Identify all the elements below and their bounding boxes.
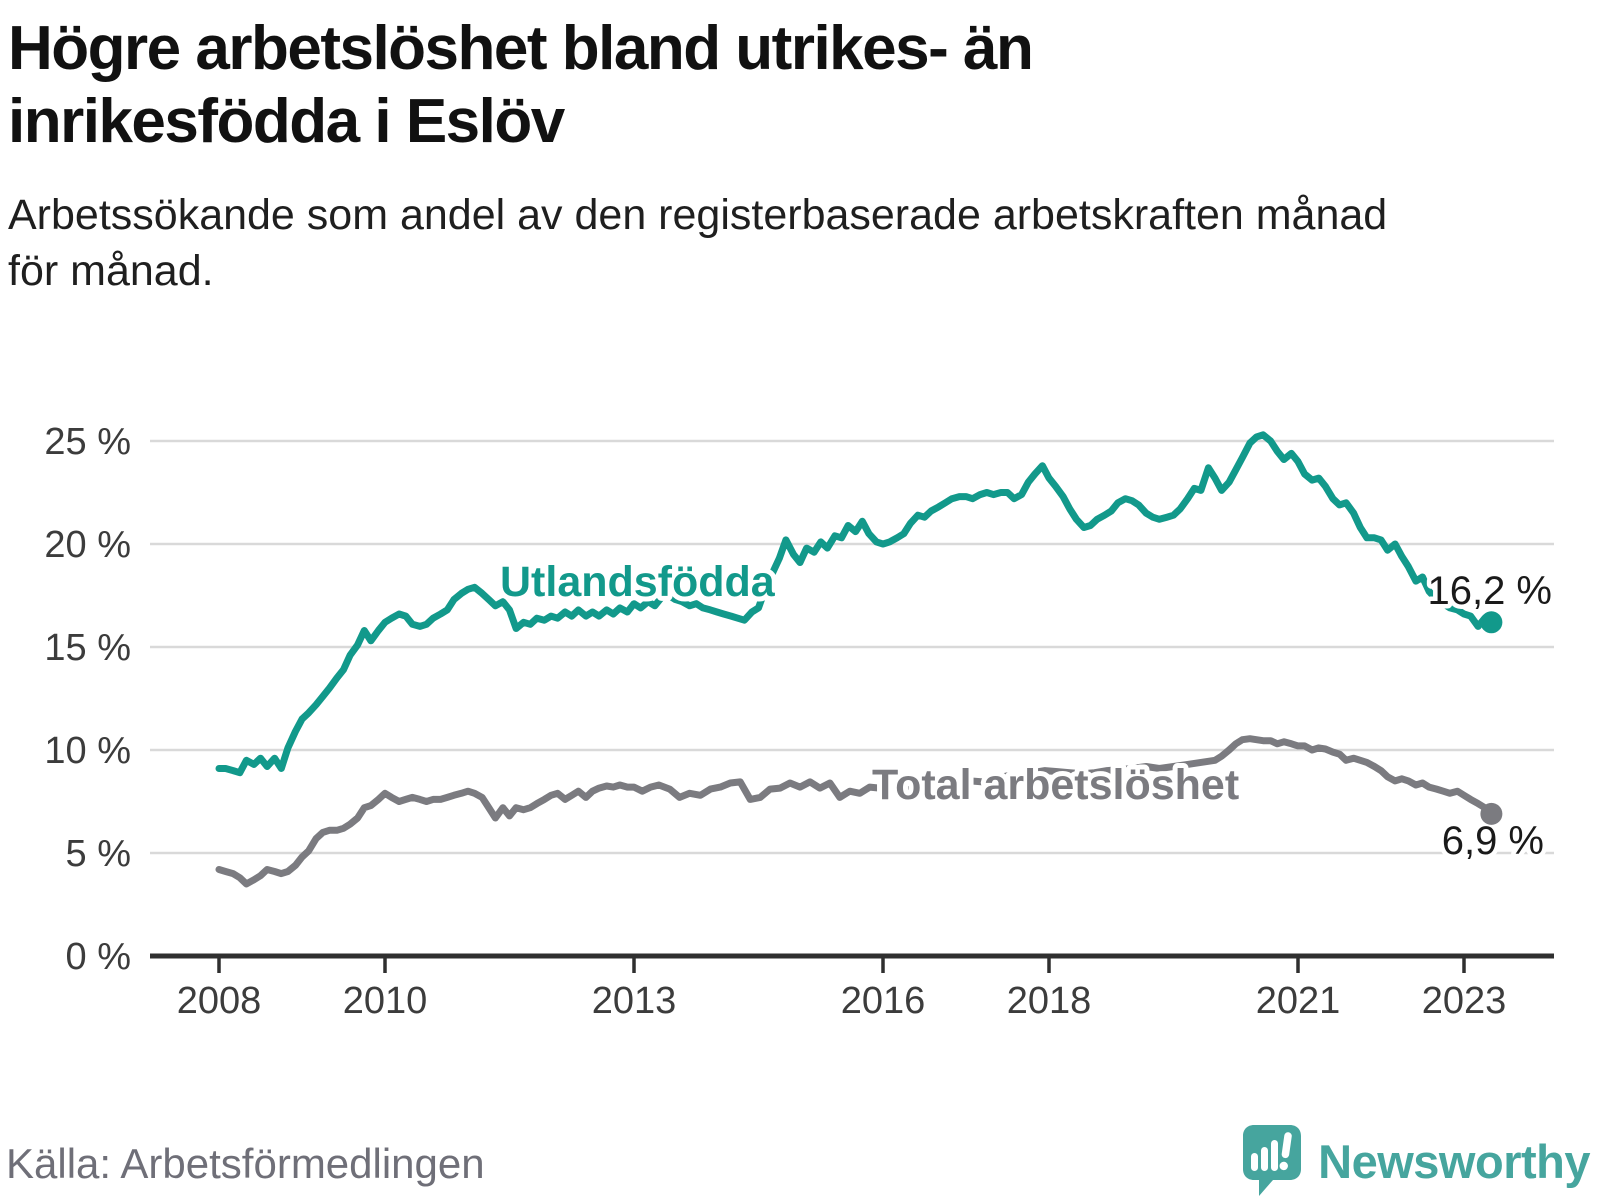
series-line-utlandsfodda <box>215 431 1495 777</box>
logo-wordmark: Newsworthy <box>1318 1134 1590 1188</box>
newsworthy-bubble-icon <box>1243 1125 1302 1196</box>
series-label-utlandsfodda: Utlandsfödda <box>500 558 776 606</box>
x-tick-label: 2018 <box>1007 980 1092 1022</box>
newsworthy-logo: Newsworthy <box>1242 1124 1590 1198</box>
y-tick-label: 25 % <box>44 421 131 463</box>
page-title: Högre arbetslöshet bland utrikes- än inr… <box>8 14 1034 157</box>
x-tick-label: 2021 <box>1256 980 1341 1022</box>
end-value-label-total: 6,9 % <box>1442 819 1544 863</box>
source-note: Källa: Arbetsförmedlingen <box>6 1140 485 1187</box>
y-tick-label: 20 % <box>44 524 131 566</box>
exclamation-icon <box>1279 1132 1292 1171</box>
y-tick-label: 5 % <box>66 833 131 875</box>
end-dot-utlandsfodda <box>1480 611 1503 634</box>
y-tick-label: 15 % <box>44 627 131 669</box>
end-dot-total <box>1480 802 1503 825</box>
y-tick-label: 10 % <box>44 730 131 772</box>
page-subtitle: Arbetssökande som andel av den registerb… <box>8 191 1388 295</box>
series-label-total: Total arbetslöshet <box>872 761 1239 809</box>
x-tick-label: 2023 <box>1422 980 1507 1022</box>
end-value-label-utlandsfodda: 16,2 % <box>1427 569 1552 613</box>
x-tick-label: 2008 <box>177 980 262 1022</box>
x-tick-label: 2013 <box>592 980 677 1022</box>
unemployment-line-chart: 0 % 5 % 10 % 15 % 20 % 25 % 2008 2010 2013 2016 20… <box>44 421 1554 1022</box>
series-line-total <box>215 735 1495 888</box>
y-tick-label: 0 % <box>66 936 131 978</box>
x-tick-label: 2010 <box>343 980 428 1022</box>
x-tick-label: 2016 <box>841 980 926 1022</box>
chart-bars-icon <box>1251 1140 1279 1171</box>
